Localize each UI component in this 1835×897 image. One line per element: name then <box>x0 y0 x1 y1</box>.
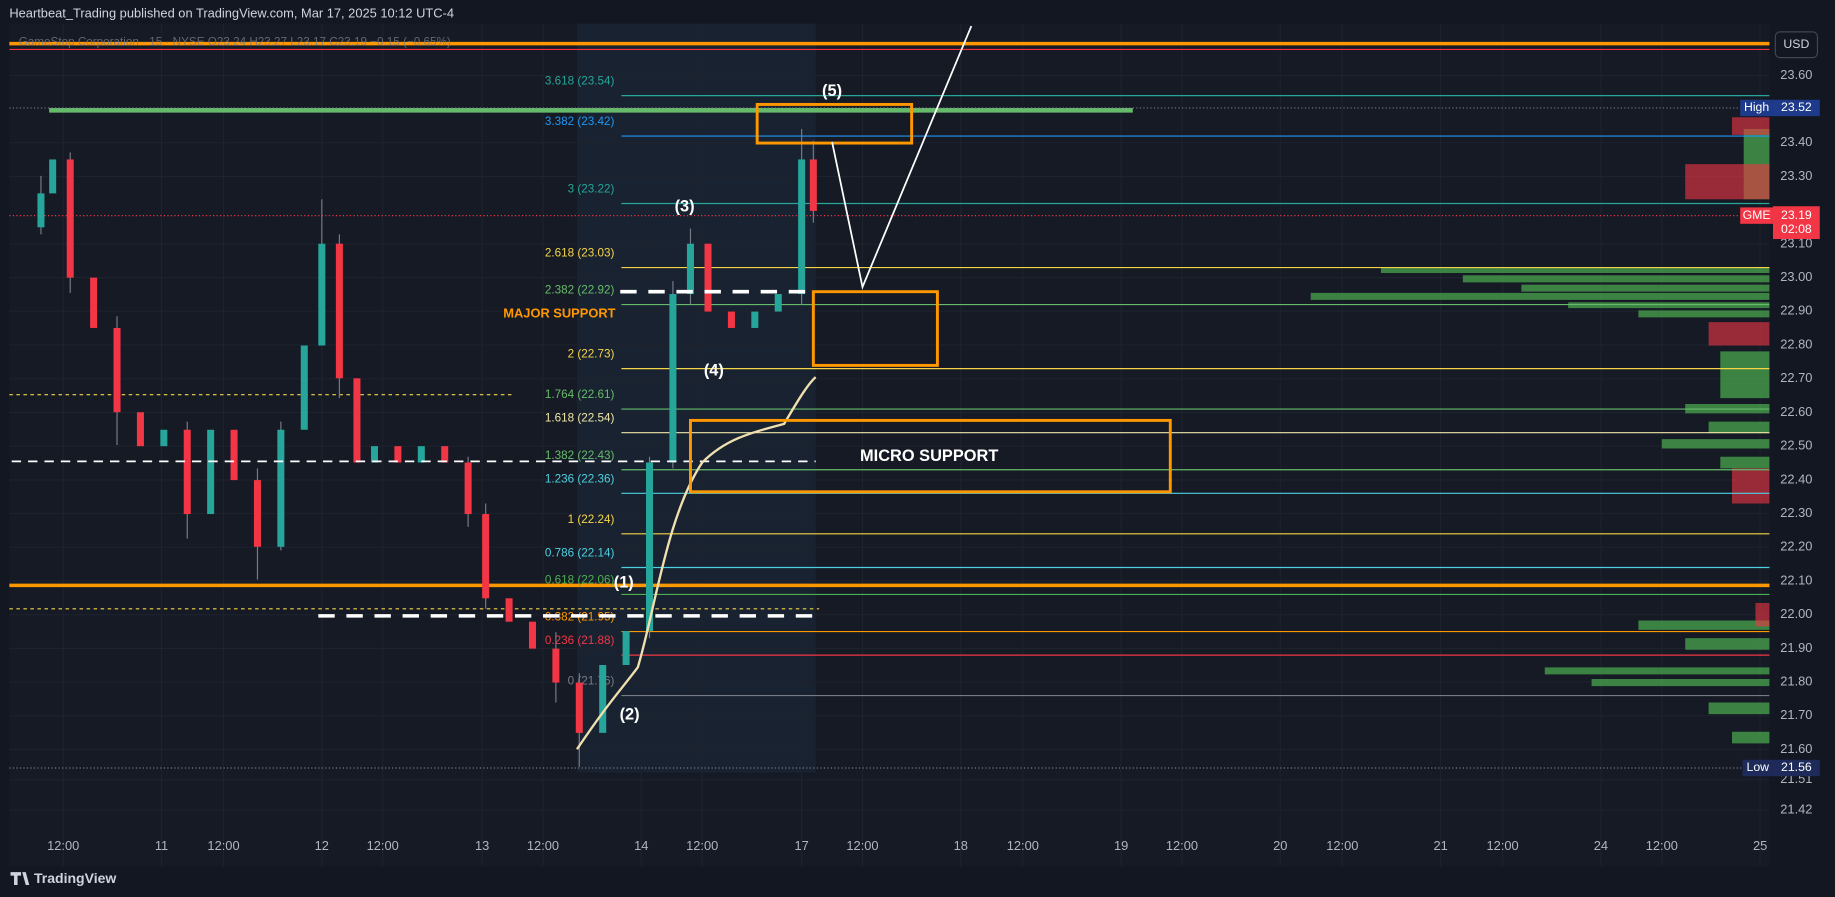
price-tick-label: 22.20 <box>1780 539 1812 554</box>
time-tick-label: 12:00 <box>686 838 718 853</box>
grid <box>9 23 1770 867</box>
time-tick-label: 12:00 <box>1646 838 1678 853</box>
price-tick-label: 22.80 <box>1780 336 1812 351</box>
price-tick-label: 22.60 <box>1780 404 1812 419</box>
fib-label: 3.618 (23.54) <box>545 75 615 88</box>
time-tick-label: 12:00 <box>846 838 878 853</box>
currency-button[interactable] <box>1774 31 1819 59</box>
plot-area <box>9 23 1770 867</box>
time-tick-label: 12:00 <box>47 838 79 853</box>
price-tick-label: 22.40 <box>1780 471 1812 486</box>
logo <box>10 872 30 886</box>
fib-label: 2.618 (23.03) <box>545 247 615 260</box>
fib-label: 1.764 (22.61) <box>545 388 615 401</box>
fib-label: 1.618 (22.54) <box>545 412 615 425</box>
time-tick-label: 12 <box>315 838 329 853</box>
tag-bg <box>1772 99 1820 117</box>
fib-label: 1.236 (22.36) <box>545 472 615 485</box>
low-price: 21.56 <box>1781 760 1812 774</box>
time-tick-label: 17 <box>794 838 808 853</box>
fib-label: 1.382 (22.43) <box>545 449 615 462</box>
price-tick-label: 23.10 <box>1780 235 1812 250</box>
wave-label: (3) <box>675 198 695 216</box>
time-tick-label: 25 <box>1753 838 1767 853</box>
time-tick-label: 13 <box>475 838 489 853</box>
footer: TradingView <box>10 870 116 886</box>
structure-lines <box>9 41 1770 769</box>
tag-bg <box>1742 759 1773 777</box>
tag-bg <box>1772 759 1820 777</box>
tag-bg <box>1740 99 1773 117</box>
currency[interactable]: USD <box>1783 37 1809 51</box>
price-axis-bg <box>1769 23 1835 867</box>
price-tick-label: 21.70 <box>1780 707 1812 722</box>
time-tick-label: 12:00 <box>1326 838 1358 853</box>
support-label: MICRO SUPPORT <box>860 447 998 465</box>
time-tick-label: 12:00 <box>1487 838 1519 853</box>
price-tick-label: 23.60 <box>1780 67 1812 82</box>
price-tick-label: 23.40 <box>1780 134 1812 149</box>
low-label: Low <box>1747 760 1770 774</box>
time-tick-label: 12:00 <box>1166 838 1198 853</box>
price-tags: High 23.52 GME 23.19 02:08 Low 21.56 USD <box>1740 31 1820 777</box>
price-tick-label: 22.90 <box>1780 303 1812 318</box>
time-tick-label: 21 <box>1433 838 1447 853</box>
fib-levels: 3.618 (23.54) 3.382 (23.42) 3 (23.22) 2.618… <box>545 75 1770 697</box>
price-tick-label: 23.00 <box>1780 269 1812 284</box>
time-tick-label: 24 <box>1594 838 1608 853</box>
price-tick-label: 21.42 <box>1780 802 1812 817</box>
price-tick-label: 22.10 <box>1780 572 1812 587</box>
price-tick-label: 23.30 <box>1780 168 1812 183</box>
symbol-tag: GME <box>1743 208 1771 222</box>
price-tick-label: 21.60 <box>1780 741 1812 756</box>
time-tick-label: 12:00 <box>207 838 239 853</box>
fib-label: 3 (23.22) <box>568 183 615 196</box>
last-price: 23.19 <box>1781 208 1812 222</box>
time-tick-label: 12:00 <box>527 838 559 853</box>
time-tick-label: 11 <box>155 838 168 853</box>
fib-label: 0.786 (22.14) <box>545 547 615 560</box>
volume-profile <box>1310 117 1770 744</box>
price-tick-label: 21.90 <box>1780 640 1812 655</box>
fib-label: 1 (22.24) <box>568 513 615 526</box>
price-tick-label: 22.30 <box>1780 505 1812 520</box>
countdown: 02:08 <box>1781 222 1812 236</box>
high-price: 23.52 <box>1781 100 1812 114</box>
price-tick-label: 22.70 <box>1780 370 1812 385</box>
support-label: MAJOR SUPPORT <box>503 305 615 320</box>
wave-label: (1) <box>614 573 634 591</box>
tag-bg <box>1772 206 1820 240</box>
wave-label: (2) <box>620 706 640 724</box>
high-label: High <box>1744 100 1769 114</box>
time-tick-label: 18 <box>954 838 968 853</box>
fib-label: 2 (22.73) <box>568 348 615 361</box>
fib-label: 0 (21.76) <box>568 675 615 688</box>
time-tick-label: 12:00 <box>1007 838 1039 853</box>
tag-bg <box>1740 207 1773 224</box>
brand: TradingView <box>34 870 116 886</box>
fib-label: 0.236 (21.88) <box>545 634 615 647</box>
published-line: Heartbeat_Trading published on TradingVi… <box>9 6 454 21</box>
symbol-line: GameStop Corporation · 15 · NYSE O23.24 … <box>19 36 451 49</box>
price-tick-label: 22.00 <box>1780 606 1812 621</box>
time-tick-label: 12:00 <box>367 838 399 853</box>
price-tick-label: 21.80 <box>1780 673 1812 688</box>
candles <box>37 129 817 767</box>
drawings <box>11 25 1172 750</box>
fib-label: 2.382 (22.92) <box>545 284 615 297</box>
time-tick-label: 14 <box>634 838 648 853</box>
annotations: (1) (2) (3) (4) (5) MAJOR SUPPORT MICRO … <box>503 82 998 724</box>
time-tick-label: 19 <box>1114 838 1128 853</box>
fib-label: 0.618 (22.06) <box>545 574 615 587</box>
wave-label: (5) <box>822 82 842 100</box>
time-tick-label: 20 <box>1273 838 1287 853</box>
axes: 23.60 23.40 23.30 23.10 23.00 22.90 22.80 22.70… <box>47 67 1812 853</box>
wave-label: (4) <box>704 362 724 380</box>
fib-label: 3.382 (23.42) <box>545 115 615 128</box>
price-tick-label: 22.50 <box>1780 438 1812 453</box>
